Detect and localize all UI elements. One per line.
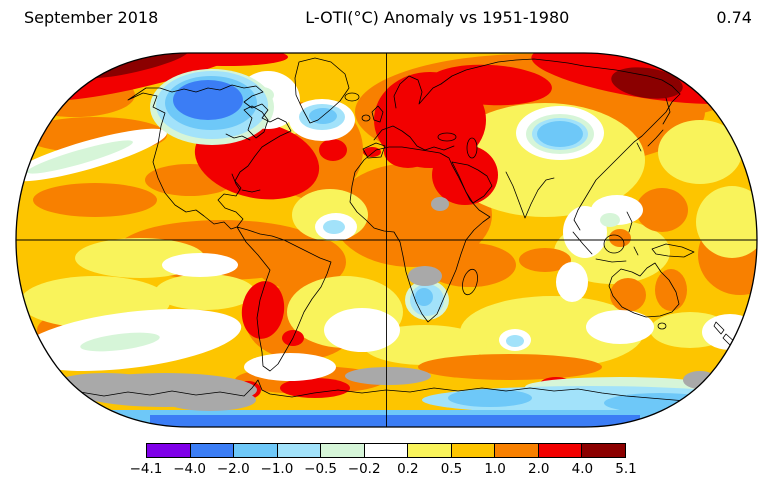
mediterranean-north-coast <box>373 125 455 151</box>
colorbar-tick-label: −4.0 <box>173 461 207 477</box>
ireland-coast <box>361 114 371 122</box>
colorbar-cell <box>277 444 322 457</box>
madagascar-coast <box>462 268 478 296</box>
colorbar-tick-label: 0.2 <box>397 461 419 477</box>
colorbar-cell <box>408 444 452 457</box>
world-anomaly-map <box>15 52 758 428</box>
colorbar-cell <box>582 444 626 457</box>
new-guinea-coast <box>651 243 695 258</box>
colorbar-tick-label: −2.0 <box>216 461 250 477</box>
antarctica-coast <box>57 379 723 403</box>
colorbar-cell <box>495 444 539 457</box>
map-title: L-OTI(°C) Anomaly vs 1951-1980 <box>305 8 570 27</box>
colorbar-tick-label: 2.0 <box>527 461 550 477</box>
colorbar-cell <box>147 444 191 457</box>
east-asia-coast <box>573 93 681 231</box>
colorbar-cell <box>321 444 365 457</box>
colorbar-swatches <box>146 443 626 458</box>
colorbar-tick-label: −0.5 <box>304 461 337 477</box>
great-lakes-outline <box>225 133 251 141</box>
iberia-coast <box>362 142 386 159</box>
north-america-coast <box>127 84 292 230</box>
scandinavia-coast <box>393 75 442 109</box>
colorbar-tick-label: 1.0 <box>484 461 506 477</box>
borneo-coast <box>603 234 625 254</box>
black-sea-coast <box>437 132 457 142</box>
nodata-regions <box>53 197 717 411</box>
sulawesi-coast <box>633 246 639 256</box>
africa-coast <box>349 146 491 323</box>
philippines-coast <box>626 211 633 233</box>
colorbar-tick-label: −0.2 <box>347 461 381 477</box>
graticule <box>16 53 757 427</box>
colorbar-cell <box>451 444 496 457</box>
colorbar-cell <box>234 444 278 457</box>
java-coast <box>595 258 627 263</box>
colorbar-ticks: −4.1 −4.0 −2.0 −1.0 −0.5 −0.2 0.2 0.5 1.0 2.0 4.0 5… <box>130 461 637 479</box>
tasmania-coast <box>657 322 667 330</box>
korea-coast <box>636 142 642 152</box>
british-isles-coast <box>371 105 384 123</box>
greenland-coast <box>294 57 350 124</box>
colorbar-cell <box>538 444 583 457</box>
colorbar-tick-label: −1.0 <box>260 461 294 477</box>
colorbar-cell <box>190 444 235 457</box>
japan-coast <box>647 129 664 147</box>
header: September 2018 L-OTI(°C) Anomaly vs 1951… <box>0 8 764 28</box>
colorbar-tick-label: 5.1 <box>615 461 637 477</box>
caspian-sea-coast <box>466 137 478 159</box>
kamchatka-coast <box>662 97 671 125</box>
colorbar: −4.1 −4.0 −2.0 −1.0 −0.5 −0.2 0.2 0.5 1.0 2.0 4.0 5… <box>130 443 637 479</box>
hudson-bay-coast <box>243 105 269 139</box>
iceland-coast <box>344 92 360 102</box>
australia-coast <box>608 262 680 318</box>
caribbean-coast <box>231 173 261 193</box>
india-coast <box>505 171 555 219</box>
south-america-coast <box>236 226 332 372</box>
colorbar-tick-label: 4.0 <box>571 461 594 477</box>
sumatra-coast <box>572 231 593 255</box>
map-outline <box>15 52 758 428</box>
colorbar-tick-label: 0.5 <box>440 461 463 477</box>
global-mean-value: 0.74 <box>716 8 752 27</box>
date-label: September 2018 <box>24 8 159 27</box>
russia-arctic-coast <box>440 58 681 95</box>
arabia-coast <box>451 161 493 204</box>
colorbar-tick-label: −4.1 <box>129 461 163 477</box>
colorbar-cell <box>364 444 409 457</box>
